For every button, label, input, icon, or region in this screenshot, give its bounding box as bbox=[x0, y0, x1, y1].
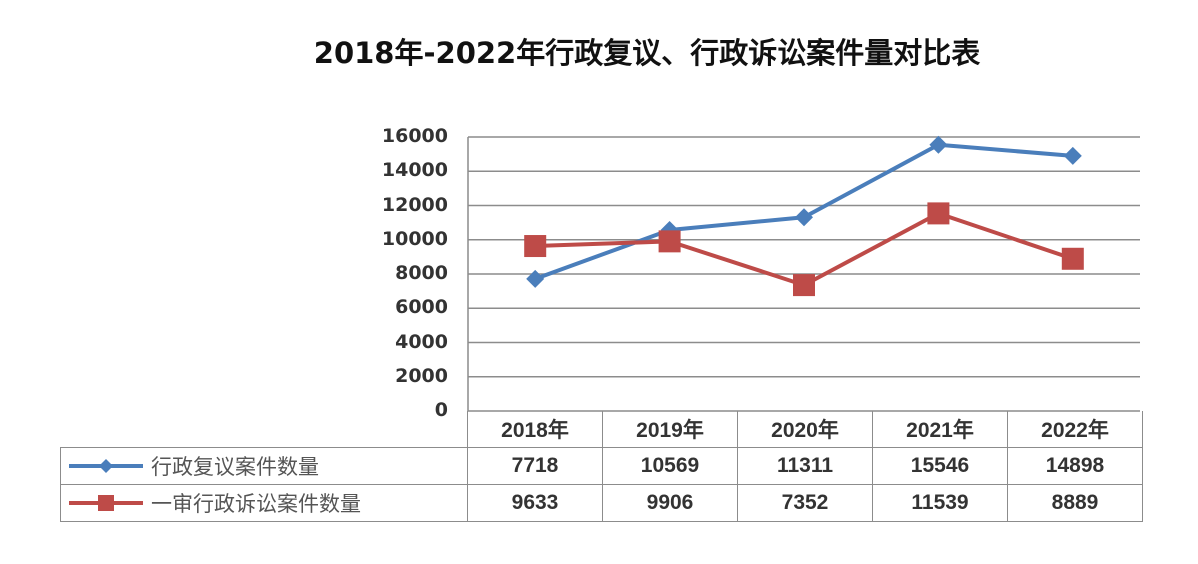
square-marker-icon bbox=[1061, 247, 1084, 270]
gridlines bbox=[467, 136, 1140, 412]
diamond-marker-icon bbox=[1063, 146, 1082, 165]
table-cell: 7718 bbox=[467, 447, 603, 485]
chart-title-text: 2018年-2022年行政复议、行政诉讼案件量对比表 bbox=[313, 36, 981, 70]
diamond-marker-icon bbox=[526, 269, 545, 288]
year-header: 2021年 bbox=[872, 411, 1008, 448]
table-cell: 15546 bbox=[872, 447, 1008, 485]
red-square-line-icon bbox=[69, 495, 143, 511]
series-lines bbox=[524, 135, 1084, 297]
legend-label: 一审行政诉讼案件数量 bbox=[151, 493, 361, 516]
y-tick-label: 14000 bbox=[381, 159, 448, 182]
legend-admin-review: 行政复议案件数量 bbox=[60, 447, 468, 485]
year-header-row: 2018年 2019年 2020年 2021年 2022年 bbox=[61, 411, 1143, 448]
blue-diamond-line-icon bbox=[69, 459, 143, 473]
square-marker-icon bbox=[927, 202, 950, 225]
table-cell: 14898 bbox=[1007, 447, 1143, 485]
legend-admin-litigation: 一审行政诉讼案件数量 bbox=[60, 484, 468, 522]
table-cell: 9906 bbox=[602, 484, 738, 522]
square-marker-icon bbox=[524, 235, 547, 258]
y-tick-label: 0 bbox=[434, 399, 448, 421]
table-cell: 9633 bbox=[467, 484, 603, 522]
table-row-admin-litigation: 一审行政诉讼案件数量 9633 9906 7352 11539 8889 bbox=[60, 484, 1143, 522]
data-table: 2018年 2019年 2020年 2021年 2022年 行政复议案件数量 7… bbox=[60, 411, 1143, 522]
chart-title: 2018年-2022年行政复议、行政诉讼案件量对比表 bbox=[0, 30, 1198, 72]
y-tick-label: 10000 bbox=[381, 227, 448, 250]
y-tick-label: 6000 bbox=[395, 296, 448, 319]
y-tick-label: 16000 bbox=[381, 125, 448, 147]
diamond-marker-icon bbox=[929, 135, 948, 154]
square-marker-icon bbox=[658, 230, 681, 253]
y-tick-label: 4000 bbox=[395, 330, 448, 353]
table-cell: 11311 bbox=[737, 447, 873, 485]
year-header: 2018年 bbox=[467, 411, 603, 448]
table-cell: 8889 bbox=[1007, 484, 1143, 522]
legend-label: 行政复议案件数量 bbox=[151, 456, 319, 479]
table-row-admin-review: 行政复议案件数量 7718 10569 11311 15546 14898 bbox=[60, 447, 1143, 485]
square-marker-icon bbox=[793, 274, 815, 297]
y-tick-label: 8000 bbox=[395, 262, 448, 284]
table-cell: 10569 bbox=[602, 447, 738, 485]
year-header: 2020年 bbox=[737, 411, 873, 448]
blank-corner bbox=[61, 411, 468, 448]
table-cell: 11539 bbox=[872, 484, 1008, 522]
y-tick-label: 2000 bbox=[395, 364, 448, 387]
year-header: 2022年 bbox=[1007, 411, 1143, 448]
year-header: 2019年 bbox=[602, 411, 738, 448]
table-cell: 7352 bbox=[737, 484, 873, 522]
diamond-marker-icon bbox=[795, 208, 813, 227]
y-tick-label: 12000 bbox=[381, 193, 448, 216]
